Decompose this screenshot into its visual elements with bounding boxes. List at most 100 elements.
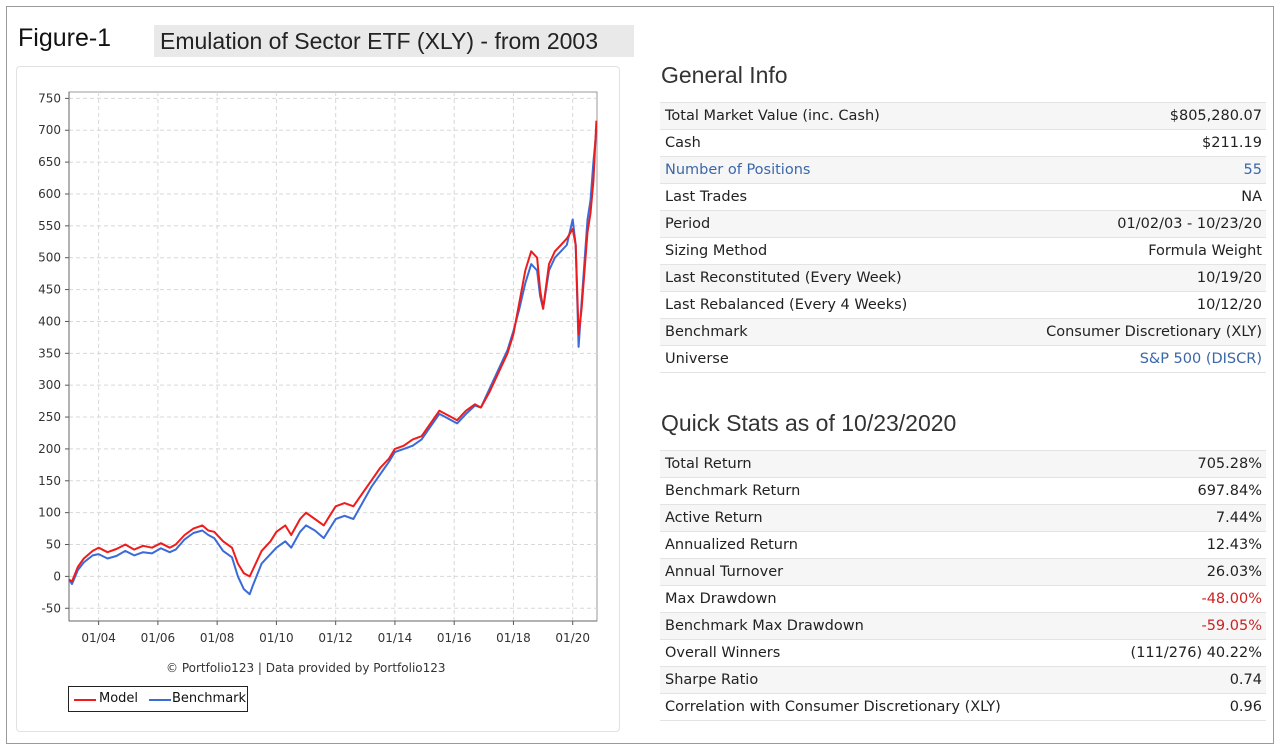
- table-row: Annualized Return 12.43%: [660, 531, 1266, 559]
- general-info-label[interactable]: Number of Positions: [660, 156, 980, 184]
- y-tick-label: 50: [46, 538, 61, 552]
- table-row: Sharpe Ratio 0.74: [660, 666, 1266, 694]
- chart-panel: [16, 66, 620, 732]
- quick-stat-label: Sharpe Ratio: [660, 666, 1091, 694]
- y-tick-label: 350: [38, 346, 61, 360]
- quick-stat-label: Total Return: [660, 450, 1091, 478]
- chart-legend: Model Benchmark: [68, 686, 248, 712]
- general-info-value: Consumer Discretionary (XLY): [979, 318, 1266, 346]
- table-row: Last Rebalanced (Every 4 Weeks) 10/12/20: [660, 291, 1266, 319]
- quick-stat-value: 12.43%: [1090, 531, 1266, 559]
- general-info-label: Last Reconstituted (Every Week): [660, 264, 980, 292]
- y-tick-label: 300: [38, 378, 61, 392]
- y-tick-label: -50: [41, 601, 61, 615]
- table-row: Annual Turnover 26.03%: [660, 558, 1266, 586]
- y-tick-label: 450: [38, 283, 61, 297]
- table-row: Overall Winners (111/276) 40.22%: [660, 639, 1266, 667]
- table-row: Number of Positions 55: [660, 156, 1266, 184]
- table-row: Total Return 705.28%: [660, 450, 1266, 478]
- general-info-value: 01/02/03 - 10/23/20: [979, 210, 1266, 238]
- quick-stat-label: Benchmark Max Drawdown: [660, 612, 1091, 640]
- y-tick-label: 700: [38, 123, 61, 137]
- quick-stat-value: -59.05%: [1090, 612, 1266, 640]
- general-info-title: General Info: [661, 62, 788, 88]
- table-row: Correlation with Consumer Discretionary …: [660, 693, 1266, 721]
- general-info-value: 10/19/20: [979, 264, 1266, 292]
- general-info-label: Period: [660, 210, 980, 238]
- y-tick-label: 750: [38, 91, 61, 105]
- general-info-label: Last Trades: [660, 183, 980, 211]
- table-row: Sizing Method Formula Weight: [660, 237, 1266, 265]
- table-row: Period 01/02/03 - 10/23/20: [660, 210, 1266, 238]
- x-tick-label: 01/20: [555, 631, 590, 645]
- x-tick-label: 01/14: [378, 631, 413, 645]
- general-info-value: $211.19: [979, 129, 1266, 157]
- table-row: Benchmark Consumer Discretionary (XLY): [660, 318, 1266, 346]
- table-row: Last Reconstituted (Every Week) 10/19/20: [660, 264, 1266, 292]
- quick-stat-value: 697.84%: [1090, 477, 1266, 505]
- quick-stat-label: Annual Turnover: [660, 558, 1091, 586]
- x-tick-label: 01/12: [318, 631, 353, 645]
- general-info-value[interactable]: S&P 500 (DISCR): [979, 345, 1266, 373]
- general-info-value: 10/12/20: [979, 291, 1266, 319]
- y-tick-label: 500: [38, 251, 61, 265]
- general-info-label: Total Market Value (inc. Cash): [660, 102, 980, 130]
- table-row: Cash $211.19: [660, 129, 1266, 157]
- quick-stat-label: Active Return: [660, 504, 1091, 532]
- chart-axes: [65, 92, 597, 625]
- figure-frame: [6, 6, 1274, 744]
- quick-stat-value: 26.03%: [1090, 558, 1266, 586]
- chart-tick-labels: -50 0 50 100 150 200 250 300 350 400 450 500 550 600 6…: [38, 91, 590, 645]
- table-row: Max Drawdown -48.00%: [660, 585, 1266, 613]
- y-tick-label: 0: [53, 569, 61, 583]
- general-info-label: Sizing Method: [660, 237, 980, 265]
- y-tick-label: 400: [38, 314, 61, 328]
- general-info-value: Formula Weight: [979, 237, 1266, 265]
- figure-title: Emulation of Sector ETF (XLY) - from 200…: [154, 25, 634, 57]
- y-tick-label: 250: [38, 410, 61, 424]
- quick-stat-value: 7.44%: [1090, 504, 1266, 532]
- y-tick-label: 100: [38, 506, 61, 520]
- general-info-table: Total Market Value (inc. Cash) $805,280.0…: [660, 102, 1266, 373]
- general-info-label: Last Rebalanced (Every 4 Weeks): [660, 291, 980, 319]
- x-tick-label: 01/08: [200, 631, 235, 645]
- quick-stat-value: -48.00%: [1090, 585, 1266, 613]
- table-row: Last Trades NA: [660, 183, 1266, 211]
- y-tick-label: 650: [38, 155, 61, 169]
- plot-area: [68, 91, 598, 622]
- figure-label: Figure-1: [18, 24, 112, 52]
- y-tick-label: 550: [38, 219, 61, 233]
- general-info-value[interactable]: 55: [979, 156, 1266, 184]
- chart-series: [68, 120, 598, 596]
- x-tick-label: 01/10: [259, 631, 294, 645]
- chart-grid: [68, 91, 598, 622]
- y-tick-label: 150: [38, 474, 61, 488]
- quick-stat-label: Benchmark Return: [660, 477, 1091, 505]
- y-tick-label: 200: [38, 442, 61, 456]
- general-info-label: Universe: [660, 345, 980, 373]
- table-row: Universe S&P 500 (DISCR): [660, 345, 1266, 373]
- quick-stat-label: Max Drawdown: [660, 585, 1091, 613]
- x-tick-label: 01/18: [496, 631, 531, 645]
- quick-stat-value: (111/276) 40.22%: [1090, 639, 1266, 667]
- legend-benchmark-swatch: [149, 699, 171, 701]
- quick-stats-table: Total Return 705.28% Benchmark Return 697.8…: [660, 450, 1266, 721]
- quick-stat-label: Annualized Return: [660, 531, 1091, 559]
- table-row: Benchmark Max Drawdown -59.05%: [660, 612, 1266, 640]
- quick-stat-value: 705.28%: [1090, 450, 1266, 478]
- x-tick-label: 01/16: [437, 631, 472, 645]
- quick-stat-label: Correlation with Consumer Discretionary …: [660, 693, 1091, 721]
- general-info-value: $805,280.07: [979, 102, 1266, 130]
- general-info-value: NA: [979, 183, 1266, 211]
- chart-credit: © Portfolio123 | Data provided by Portfo…: [166, 661, 446, 675]
- y-tick-label: 600: [38, 187, 61, 201]
- x-tick-label: 01/06: [141, 631, 176, 645]
- legend-model-swatch: [74, 699, 96, 701]
- legend-benchmark-label: Benchmark: [172, 691, 247, 706]
- general-info-label: Benchmark: [660, 318, 980, 346]
- legend-model-label: Model: [99, 691, 139, 706]
- quick-stats-title: Quick Stats as of 10/23/2020: [661, 410, 957, 436]
- performance-chart: -50 0 50 100 150 200 250 300 350 400 450 500 550 600 6…: [38, 91, 598, 645]
- quick-stat-value: 0.74: [1090, 666, 1266, 694]
- quick-stat-label: Overall Winners: [660, 639, 1091, 667]
